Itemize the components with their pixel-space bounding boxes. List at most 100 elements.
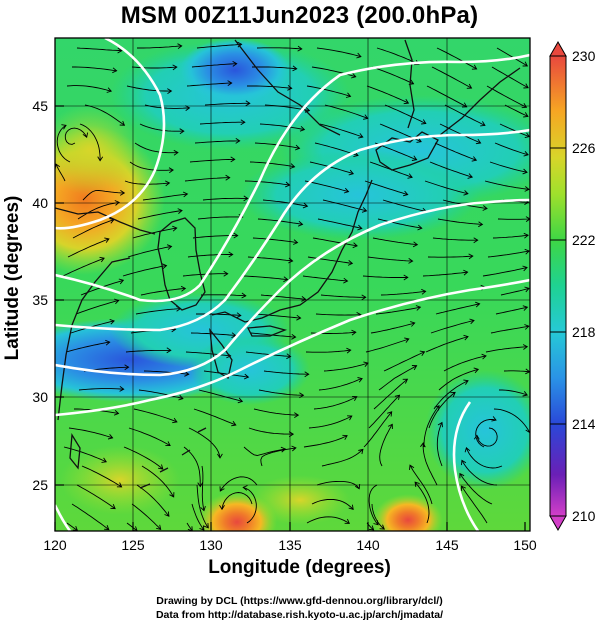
streamline-arrow — [299, 125, 306, 132]
streamline — [252, 237, 298, 244]
streamline — [56, 124, 71, 163]
streamline — [491, 66, 529, 89]
streamline-arrow — [113, 409, 120, 416]
y-tick-label: 25 — [32, 477, 48, 493]
streamline-arrow — [379, 524, 385, 530]
streamline — [76, 484, 116, 509]
streamline-arrow — [403, 274, 409, 281]
streamline — [189, 158, 235, 163]
streamline — [65, 341, 110, 353]
streamline — [363, 411, 393, 448]
streamline-arrow — [524, 286, 530, 293]
streamline-arrow — [245, 100, 251, 107]
colorbar-tick-label: 218 — [572, 324, 596, 340]
streamline — [485, 346, 528, 353]
streamline-arrow — [304, 371, 310, 378]
y-tick-labels: 25 30 35 40 45 — [32, 98, 48, 493]
streamline-arrow — [402, 190, 409, 197]
streamline-arrow — [419, 350, 426, 356]
streamline-arrow — [104, 237, 110, 243]
streamline — [495, 306, 528, 315]
streamline-arrow — [180, 285, 187, 292]
streamline — [312, 237, 358, 247]
streamline — [422, 442, 438, 486]
streamline-arrow — [345, 92, 352, 98]
streamline — [430, 319, 475, 334]
streamline — [182, 273, 228, 277]
streamline — [492, 234, 529, 239]
streamline-arrow — [242, 485, 248, 491]
streamline-arrow — [291, 445, 297, 452]
streamline-arrow — [182, 191, 189, 198]
streamline — [476, 427, 498, 447]
streamline — [140, 287, 186, 296]
streamline — [64, 127, 88, 145]
streamline-arrow — [351, 329, 357, 336]
streamline-arrow — [361, 207, 368, 213]
streamline-arrow — [387, 423, 393, 430]
streamline-arrow — [523, 232, 529, 239]
streamline — [414, 481, 430, 524]
streamline — [259, 123, 305, 131]
streamline-arrow — [82, 132, 89, 138]
streamline — [383, 351, 425, 372]
streamline-arrow — [172, 64, 178, 71]
streamline-arrow — [421, 288, 427, 295]
streamline — [371, 66, 414, 85]
streamline-arrow — [297, 45, 303, 52]
streamline-arrow — [411, 155, 418, 161]
streamline-arrow — [294, 144, 301, 151]
streamline-arrow — [363, 361, 369, 367]
streamline — [309, 161, 354, 175]
streamline — [313, 396, 357, 410]
streamline-arrow — [177, 43, 183, 50]
streamline — [184, 177, 230, 182]
x-tick-label: 145 — [435, 537, 459, 553]
streamline-arrow — [407, 173, 413, 179]
streamline-arrow — [107, 434, 114, 440]
streamline-arrow — [280, 446, 287, 453]
streamline-arrow — [524, 186, 530, 192]
streamline-arrow — [294, 412, 300, 418]
streamline-arrow — [172, 417, 178, 424]
streamline — [187, 254, 233, 258]
streamline-arrow — [408, 258, 414, 264]
streamline — [122, 265, 167, 277]
streamline — [70, 320, 115, 334]
streamline-arrow — [368, 525, 375, 531]
streamline-arrow — [162, 263, 168, 270]
streamline — [55, 163, 66, 182]
streamline-arrow — [199, 525, 205, 531]
streamline-arrow — [361, 294, 367, 301]
streamline — [493, 408, 530, 433]
streamline — [260, 447, 296, 467]
streamline — [66, 85, 112, 92]
streamline-arrow — [347, 415, 353, 421]
streamline — [461, 460, 498, 486]
streamline — [203, 370, 249, 378]
streamline — [482, 267, 528, 277]
streamline — [306, 85, 351, 97]
x-tick-label: 150 — [513, 537, 537, 553]
streamline — [425, 336, 469, 353]
streamline-arrow — [463, 334, 469, 341]
streamline — [252, 66, 297, 70]
streamline-arrow — [524, 324, 530, 330]
streamline — [305, 349, 351, 353]
streamline — [311, 66, 356, 78]
streamline-arrow — [437, 421, 443, 428]
streamline — [188, 427, 221, 458]
streamline-arrow — [158, 464, 164, 470]
streamline — [302, 275, 348, 282]
streamline — [202, 197, 248, 201]
streamline-arrow — [124, 364, 130, 371]
streamline — [436, 422, 443, 467]
streamline — [255, 313, 301, 319]
streamline — [79, 123, 101, 161]
streamline-arrow — [166, 347, 172, 354]
streamline — [197, 216, 243, 220]
streamline — [489, 161, 528, 173]
streamline — [378, 365, 417, 391]
streamline-arrow — [231, 420, 237, 427]
streamline — [131, 503, 162, 530]
